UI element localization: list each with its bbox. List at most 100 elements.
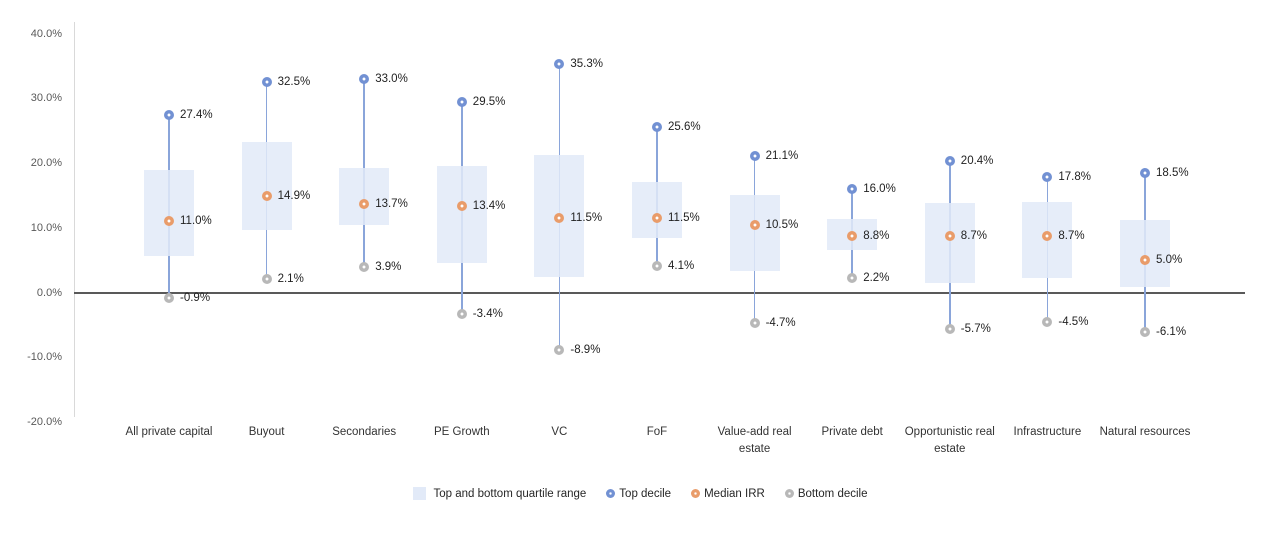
top-decile-label: 20.4% bbox=[960, 154, 994, 167]
x-axis-category-label: Private debt bbox=[821, 426, 883, 438]
quartile-range-box bbox=[729, 194, 780, 272]
x-axis-category-label: Value-add real estate bbox=[717, 426, 792, 455]
legend-dot-swatch bbox=[691, 489, 701, 498]
top-decile-label: 27.4% bbox=[180, 109, 213, 122]
quartile-range-box bbox=[1120, 220, 1170, 288]
top-decile-marker bbox=[847, 183, 858, 194]
median-irr-label: 13.4% bbox=[472, 199, 506, 212]
bottom-decile-marker bbox=[261, 273, 272, 284]
bottom-decile-label: -0.9% bbox=[180, 292, 211, 305]
median-irr-marker bbox=[164, 216, 174, 227]
quartile-range-box bbox=[924, 202, 975, 283]
bottom-decile-label: 2.2% bbox=[863, 272, 890, 285]
x-axis-category-label: All private capital bbox=[125, 426, 213, 438]
legend-dot-swatch bbox=[606, 489, 616, 498]
bottom-decile-marker bbox=[359, 262, 370, 273]
median-irr-marker bbox=[1140, 255, 1150, 266]
bottom-decile-marker bbox=[554, 345, 565, 356]
x-axis-category-label: VC bbox=[551, 426, 568, 438]
median-irr-marker bbox=[1042, 231, 1053, 242]
top-decile-label: 33.0% bbox=[375, 72, 408, 85]
legend-label: Bottom decile bbox=[797, 487, 868, 500]
y-axis-tick-label: -20.0% bbox=[27, 415, 62, 428]
top-decile-marker bbox=[359, 73, 370, 84]
top-decile-marker bbox=[456, 96, 467, 107]
median-irr-marker bbox=[359, 198, 370, 209]
y-axis-tick-label: 20.0% bbox=[30, 157, 62, 170]
bottom-decile-marker bbox=[1140, 326, 1150, 337]
quartile-range-box bbox=[339, 167, 390, 225]
bottom-decile-label: -3.4% bbox=[472, 308, 503, 321]
y-axis-tick-label: 30.0% bbox=[30, 92, 62, 105]
x-axis-category-label: Opportunistic real estate bbox=[904, 426, 995, 455]
bottom-decile-label: 2.1% bbox=[277, 272, 304, 285]
top-decile-marker bbox=[554, 59, 565, 70]
bottom-decile-marker bbox=[749, 317, 760, 328]
x-axis-category-label: Secondaries bbox=[332, 426, 397, 438]
legend-item: Top and bottom quartile range bbox=[412, 487, 587, 500]
bottom-decile-label: -4.7% bbox=[765, 316, 796, 329]
legend-label: Median IRR bbox=[704, 487, 765, 500]
top-decile-marker bbox=[261, 77, 272, 88]
y-axis-tick-label: 0.0% bbox=[36, 286, 62, 299]
median-irr-label: 10.5% bbox=[765, 218, 799, 231]
legend-label: Top decile bbox=[619, 487, 672, 500]
bottom-decile-label: -6.1% bbox=[1156, 325, 1187, 338]
bottom-decile-marker bbox=[847, 273, 858, 284]
median-irr-label: 14.9% bbox=[277, 190, 311, 203]
bottom-decile-marker bbox=[164, 293, 174, 304]
median-irr-label: 11.0% bbox=[180, 215, 212, 228]
top-decile-marker bbox=[749, 150, 760, 161]
top-decile-label: 16.0% bbox=[863, 182, 896, 195]
top-decile-label: 29.5% bbox=[472, 95, 506, 108]
quartile-range-box bbox=[241, 141, 292, 231]
legend-item: Bottom decile bbox=[784, 487, 868, 500]
median-irr-label: 8.7% bbox=[960, 230, 988, 243]
bottom-decile-label: 3.9% bbox=[375, 261, 402, 274]
x-axis-category-label: FoF bbox=[646, 426, 668, 438]
bottom-decile-label: -4.5% bbox=[1058, 315, 1089, 328]
y-axis-tick-label: -10.0% bbox=[27, 351, 62, 364]
quartile-range-box bbox=[632, 181, 682, 238]
median-irr-marker bbox=[456, 200, 467, 211]
median-irr-marker bbox=[944, 231, 955, 242]
top-decile-label: 17.8% bbox=[1058, 171, 1091, 184]
bottom-decile-label: -5.7% bbox=[960, 323, 991, 336]
median-irr-label: 11.5% bbox=[570, 212, 603, 225]
y-axis-tick-label: 40.0% bbox=[30, 27, 62, 40]
median-irr-label: 8.7% bbox=[1058, 230, 1085, 243]
top-decile-label: 32.5% bbox=[277, 76, 311, 89]
zero-axis-line bbox=[74, 291, 1245, 294]
legend-dot-swatch bbox=[784, 489, 794, 498]
top-decile-label: 18.5% bbox=[1156, 166, 1189, 179]
legend-label: Top and bottom quartile range bbox=[433, 487, 587, 500]
y-axis-tick-label: 10.0% bbox=[30, 221, 62, 234]
x-axis-category-label: Natural resources bbox=[1099, 426, 1191, 438]
top-decile-marker bbox=[944, 155, 955, 166]
median-irr-label: 11.5% bbox=[668, 212, 700, 225]
median-irr-marker bbox=[554, 213, 565, 224]
quartile-range-box bbox=[436, 165, 487, 264]
top-decile-marker bbox=[164, 110, 174, 121]
bottom-decile-marker bbox=[456, 309, 467, 320]
top-decile-label: 35.3% bbox=[570, 58, 603, 71]
x-axis-category-label: Buyout bbox=[248, 426, 285, 438]
median-irr-marker bbox=[261, 191, 272, 202]
median-irr-marker bbox=[847, 230, 858, 241]
bottom-decile-label: -8.9% bbox=[570, 344, 601, 357]
top-decile-marker bbox=[1042, 172, 1053, 183]
legend-item: Top decile bbox=[606, 488, 671, 500]
bottom-decile-label: 4.1% bbox=[668, 259, 695, 272]
median-irr-label: 5.0% bbox=[1156, 254, 1183, 267]
y-axis-line bbox=[73, 22, 75, 417]
bottom-decile-marker bbox=[652, 260, 662, 271]
top-decile-label: 21.1% bbox=[765, 149, 799, 162]
bottom-decile-marker bbox=[1042, 316, 1053, 327]
legend-item: Median IRR bbox=[691, 488, 765, 500]
top-decile-marker bbox=[652, 121, 662, 132]
median-irr-label: 8.8% bbox=[863, 229, 890, 242]
quartile-range-box bbox=[144, 169, 194, 257]
top-decile-marker bbox=[1140, 167, 1150, 178]
